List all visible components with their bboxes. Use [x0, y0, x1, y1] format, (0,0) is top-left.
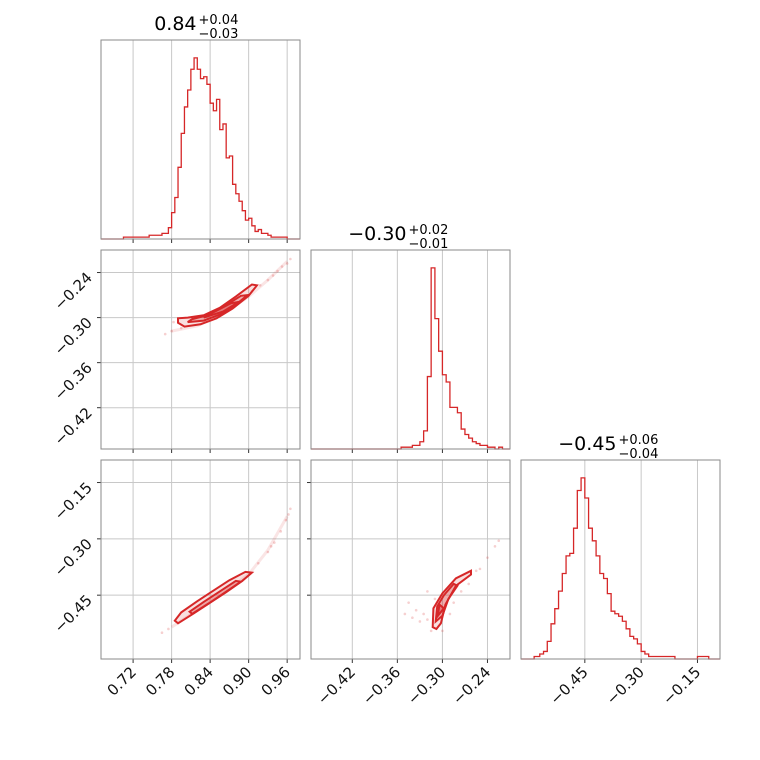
sample-point	[497, 539, 501, 543]
sample-point	[160, 631, 164, 635]
sample-point	[414, 608, 418, 612]
sample-point	[418, 620, 422, 623]
sample-point	[179, 326, 183, 330]
sample-point	[279, 530, 283, 533]
sample-point	[407, 601, 410, 604]
y-tick-label: −0.15	[51, 479, 96, 524]
x-tick-label: −0.42	[314, 663, 359, 708]
density-contour	[187, 579, 244, 616]
sample-point	[426, 618, 429, 621]
density-contour	[187, 293, 251, 324]
x-tick-label: −0.15	[659, 663, 704, 708]
sample-point	[172, 320, 175, 324]
title-minus-1: −0.03	[199, 27, 239, 42]
sample-point	[266, 278, 270, 282]
sample-point	[269, 545, 273, 548]
sample-point	[448, 612, 452, 616]
sample-point	[422, 612, 425, 616]
panel-frame	[100, 39, 301, 240]
y-tick-label: −0.30	[51, 314, 96, 359]
sample-point	[266, 550, 270, 554]
scatter-panel-3	[307, 459, 511, 663]
sample-point	[285, 262, 289, 265]
x-tick-label: 0.90	[219, 663, 255, 699]
sample-point	[486, 556, 489, 559]
title-median-2: −0.30	[348, 223, 406, 245]
x-tick-label: 0.78	[142, 663, 178, 699]
density-contour	[177, 283, 259, 328]
sample-point	[289, 257, 292, 261]
panel-frame	[310, 249, 511, 450]
y-tick-label: −0.42	[51, 404, 96, 449]
sample-point	[276, 269, 279, 273]
histogram-step-2	[311, 267, 510, 450]
histogram-panel-1: 0.84 +0.04−0.03	[100, 13, 301, 243]
histogram-step-3	[521, 477, 720, 660]
sample-point	[411, 616, 414, 619]
sample-point	[273, 541, 276, 544]
sample-point	[452, 601, 455, 604]
x-tick-label: −0.30	[603, 663, 648, 708]
sample-point	[426, 590, 429, 593]
title-plus-1: +0.04	[199, 13, 239, 28]
title-minus-2: −0.01	[409, 237, 449, 252]
title-median-1: 0.84	[154, 13, 196, 35]
density-contour	[203, 300, 240, 319]
histogram-panel-3: −0.45 +0.06−0.04	[520, 433, 721, 663]
x-tick-label: −0.24	[449, 663, 494, 708]
sample-point	[429, 629, 433, 633]
sample-point	[478, 567, 482, 571]
sample-point	[170, 329, 173, 333]
sample-point	[441, 629, 444, 633]
title-median-3: −0.45	[558, 433, 616, 455]
x-tick-label: −0.30	[404, 663, 449, 708]
sample-point	[287, 513, 290, 516]
title-plus-2: +0.02	[409, 223, 449, 238]
y-tick-label: −0.36	[51, 359, 96, 404]
sample-point	[271, 274, 275, 277]
histogram-step-1	[101, 57, 300, 240]
sample-point	[284, 518, 288, 522]
scatter-panel-2	[97, 459, 301, 663]
sample-point	[163, 332, 167, 336]
panel-frame	[310, 459, 511, 660]
sample-point	[467, 582, 470, 586]
panel-frame	[520, 459, 721, 660]
panel-frame	[100, 459, 301, 660]
sample-point	[289, 507, 292, 511]
density-contour	[436, 602, 446, 620]
histogram-panel-2: −0.30 +0.02−0.01	[310, 223, 511, 453]
y-tick-label: −0.30	[51, 535, 96, 580]
y-tick-label: −0.24	[51, 269, 96, 314]
sample-point	[459, 590, 463, 593]
sample-point	[280, 265, 284, 268]
sample-point	[474, 569, 478, 573]
y-tick-label: −0.45	[51, 591, 96, 636]
x-tick-label: −0.36	[359, 663, 404, 708]
sample-point	[167, 627, 170, 631]
sample-point	[433, 597, 437, 601]
sample-point	[258, 283, 262, 287]
panel-frame	[100, 249, 301, 450]
sample-point	[403, 612, 407, 616]
sample-point	[256, 561, 260, 565]
title-plus-3: +0.06	[619, 433, 659, 448]
sample-point	[493, 545, 497, 548]
x-tick-label: 0.96	[258, 663, 294, 699]
x-tick-label: −0.45	[546, 663, 591, 708]
title-minus-3: −0.04	[619, 447, 659, 462]
x-tick-label: 0.84	[181, 663, 217, 699]
scatter-panel-1	[97, 249, 301, 453]
x-tick-label: 0.72	[104, 663, 140, 699]
